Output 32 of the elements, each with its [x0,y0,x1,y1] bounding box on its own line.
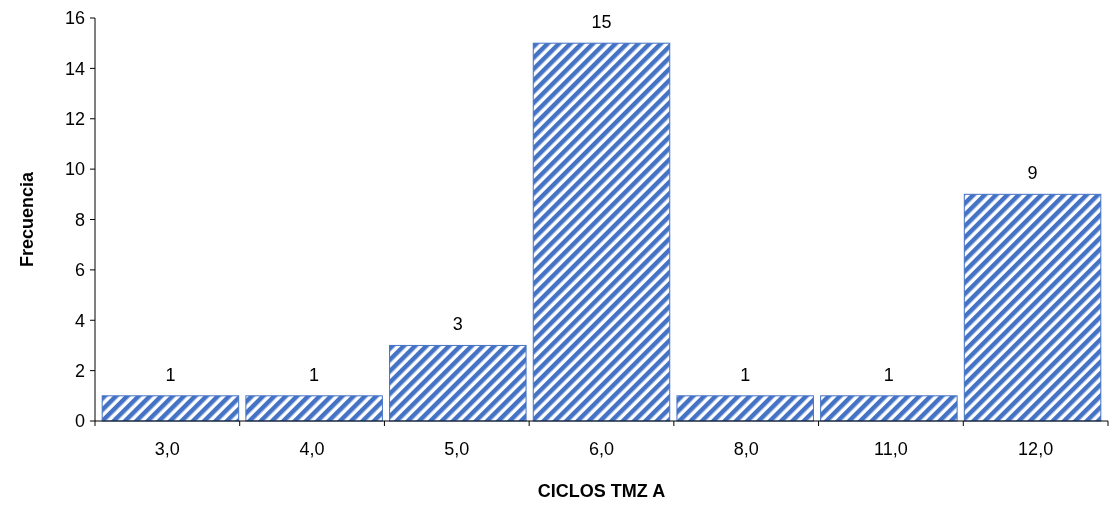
y-tick-label: 6 [74,260,85,281]
bar [389,344,527,422]
y-axis-title: Frecuencia [17,170,37,268]
x-tick-label: 3,0 [154,439,180,459]
x-tick-label: 12,0 [1018,439,1054,459]
x-tick-label: 4,0 [299,439,325,459]
y-tick-label: 4 [74,310,85,331]
data-label: 3 [452,314,463,335]
bar [676,395,814,422]
x-axis-title: CICLOS TMZ A [537,481,666,501]
data-label: 15 [591,12,612,33]
data-label: 1 [740,364,751,385]
data-label: 1 [309,364,320,385]
y-tick-label: 2 [74,360,85,381]
data-label: 9 [1027,163,1038,184]
x-tick-label: 5,0 [444,439,470,459]
bar [245,395,383,422]
data-label: 1 [165,364,176,385]
y-tick-label: 10 [64,159,85,180]
data-label: 1 [883,364,894,385]
x-tick-label: 11,0 [874,439,908,459]
x-tick-label: 6,0 [588,439,615,459]
bar [532,42,671,422]
y-tick-label: 12 [64,109,85,130]
bar [101,395,240,422]
bar [820,395,958,422]
y-tick-label: 0 [74,411,85,432]
y-tick-label: 16 [64,8,85,29]
y-tick-label: 14 [64,58,85,79]
bar [963,193,1102,422]
y-tick-label: 8 [74,209,85,230]
x-tick-label: 8,0 [733,439,759,459]
